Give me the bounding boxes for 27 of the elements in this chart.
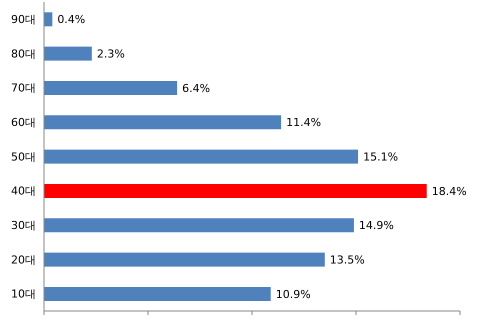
bar bbox=[44, 115, 282, 130]
bar bbox=[44, 184, 427, 198]
bar bbox=[44, 150, 358, 164]
data-label: 2.3% bbox=[96, 48, 125, 61]
y-tick-label: 10대 bbox=[11, 288, 36, 301]
data-label: 13.5% bbox=[330, 254, 365, 267]
y-tick-label: 70대 bbox=[11, 82, 36, 95]
y-tick-label: 40대 bbox=[11, 184, 36, 198]
data-label: 14.9% bbox=[358, 219, 394, 232]
bar bbox=[44, 286, 271, 301]
y-tick-label: 50대 bbox=[11, 150, 36, 164]
y-tick-label: 20대 bbox=[11, 253, 36, 266]
y-tick-label: 60대 bbox=[11, 116, 36, 130]
data-label: 0.4% bbox=[57, 13, 86, 26]
data-label: 10.9% bbox=[276, 288, 311, 301]
bar bbox=[44, 218, 354, 232]
data-label: 11.4% bbox=[286, 116, 322, 130]
bar bbox=[44, 80, 178, 95]
bar bbox=[44, 12, 52, 26]
y-tick-label: 80대 bbox=[11, 47, 36, 60]
data-label: 18.4% bbox=[432, 184, 467, 198]
y-tick-label: 90대 bbox=[11, 13, 36, 26]
data-label: 6.4% bbox=[182, 82, 210, 95]
data-label: 15.1% bbox=[363, 150, 398, 164]
y-tick-label: 30대 bbox=[11, 219, 36, 232]
bar bbox=[44, 252, 325, 267]
bar bbox=[44, 46, 92, 61]
